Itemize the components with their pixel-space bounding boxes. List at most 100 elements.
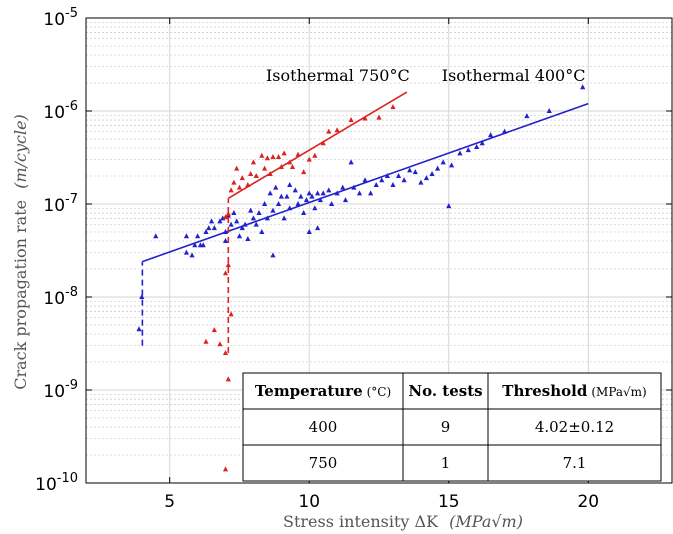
fit-line [227,91,408,200]
data-point [348,159,354,165]
table-background [242,372,662,482]
x-axis-label-text: Stress intensity ΔK [283,512,439,531]
x-tick-label: 20 [577,492,599,512]
data-point [211,327,217,333]
data-point [423,175,430,181]
data-point [234,218,240,224]
plot-border [85,17,673,484]
data-point [231,179,237,185]
data-point [303,197,310,203]
data-point [306,156,312,162]
data-point [384,173,390,179]
data-point [228,311,234,317]
data-point [153,233,159,239]
data-point [250,159,257,165]
y-axis-label-units: (m/cycle) [11,114,30,189]
table-cell: 9 [441,418,451,436]
data-point [474,144,480,150]
data-point [211,225,217,231]
data-point [183,249,190,255]
data-point [270,252,276,258]
data-point [225,262,231,268]
data-point [309,193,315,199]
data-point [259,152,265,158]
table-cell: 4.02±0.12 [535,418,614,436]
data-point [248,207,254,213]
data-point [253,173,259,179]
data-point [234,165,240,171]
data-point [301,169,307,175]
data-point [328,201,335,206]
data-point [295,151,301,157]
y-tick-label: 10-8 [43,285,78,309]
table-cell: 400 [309,418,338,436]
table-cell: 750 [309,454,338,472]
grid [86,17,672,484]
data-point [342,197,349,203]
data-point [362,115,368,121]
data-point [242,221,248,227]
x-axis-label-units: (MPa√m) [449,512,523,531]
data-point [275,201,282,206]
data-point [298,193,304,199]
data-point [217,341,223,347]
data-point [236,233,243,239]
data-point [228,221,234,227]
data-point [189,252,195,258]
data-point [479,140,485,146]
data-point [208,218,215,224]
data-point [401,177,407,183]
annotations: Isothermal 750°C Isothermal 400°C [266,66,586,85]
data-point [580,84,586,90]
data-point [222,466,229,472]
data-point [326,187,332,193]
data-point [192,242,198,248]
series-1 [203,91,408,472]
tick-labels: 5 10 15 20 10-10 10-9 10-8 10-7 10-6 10-5 [35,6,599,512]
data-point [488,132,494,138]
data-point [231,210,237,216]
data-point [281,215,287,221]
data-point [261,201,268,206]
table-cell: 7.1 [563,454,587,472]
data-point [287,182,293,188]
data-point [317,197,323,203]
data-point [312,152,318,158]
data-point [326,128,332,134]
data-point [356,190,363,196]
data-point [457,150,463,156]
data-point [418,179,424,185]
data-point [278,193,284,199]
data-point [407,167,413,173]
y-tick-label: 10-7 [43,192,78,216]
data-point [284,193,290,199]
data-point [368,190,374,196]
data-point [278,163,284,169]
data-point [315,225,321,231]
svg-text:Stress intensity ΔK (MPa: Stress intensity ΔK (MPa√m) [283,512,523,531]
data-point [289,163,296,169]
data-point [139,294,145,299]
data-point [261,165,268,171]
annotation: Isothermal 400°C [442,66,586,85]
data-point [448,162,455,168]
data-point [373,182,379,188]
table-header-cell: Threshold (MPa√m) [502,382,646,400]
data-point [351,184,357,190]
data-point [440,159,446,165]
data-point [200,242,206,248]
table-header-cell: Temperature (°C) [255,382,391,400]
data-point [236,184,243,190]
data-point [281,150,287,156]
data-point [465,147,471,153]
y-tick-label: 10-9 [43,378,78,402]
data-point [270,154,276,160]
x-tick-label: 5 [164,492,175,512]
data-point [362,177,368,183]
y-tick-label: 10-5 [43,6,78,30]
data-point [250,215,257,221]
table-header-cell: No. tests [408,382,482,400]
data-point [334,190,340,196]
y-tick-label: 10-6 [43,99,78,123]
data-point [264,155,270,161]
